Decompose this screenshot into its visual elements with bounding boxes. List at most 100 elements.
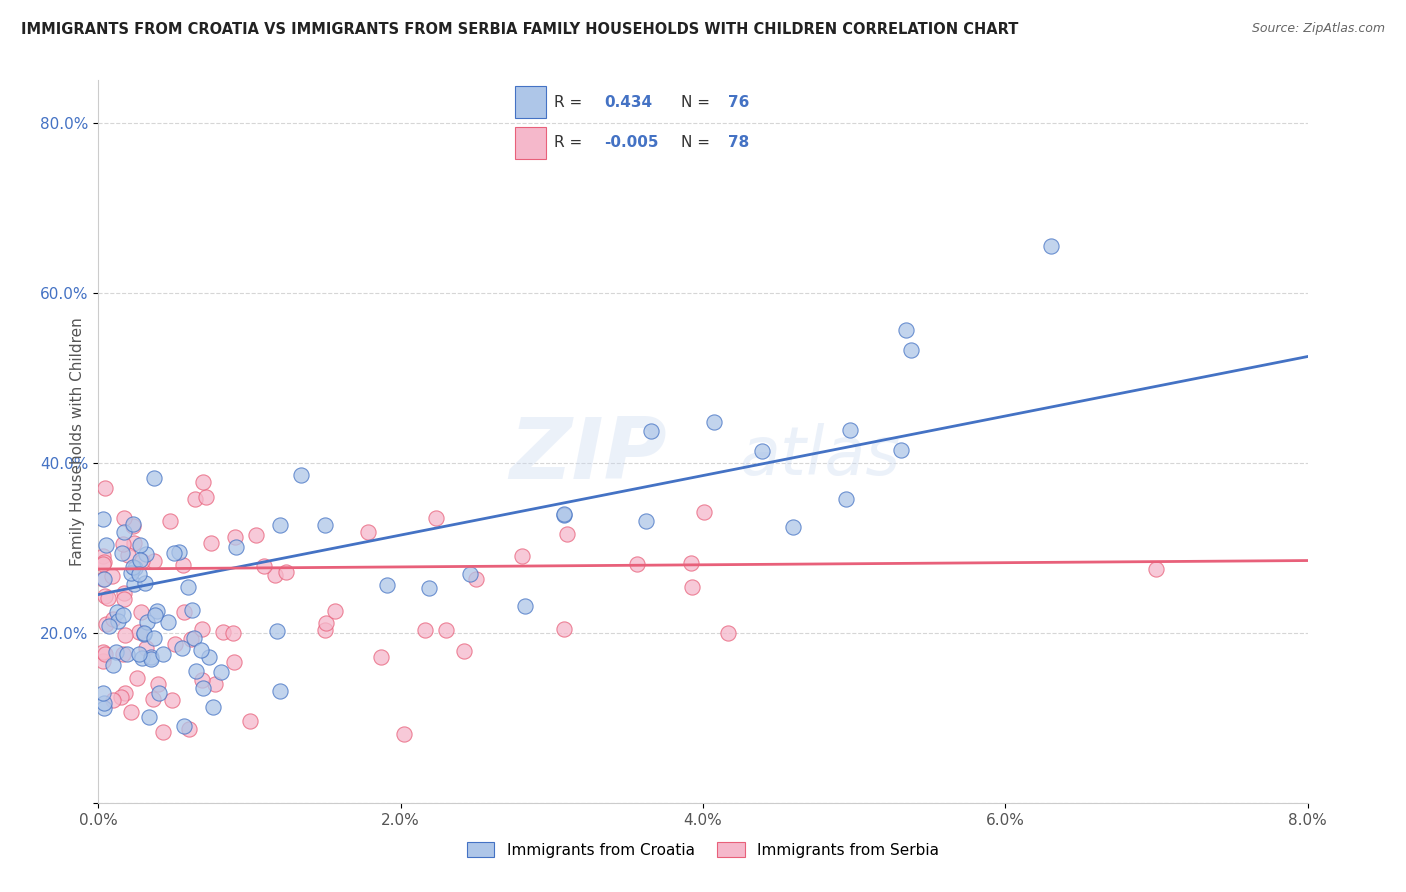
Point xyxy=(93,696,115,710)
Point xyxy=(143,631,166,645)
Point xyxy=(120,705,142,719)
Point xyxy=(894,323,917,337)
Point xyxy=(156,615,179,629)
Point xyxy=(172,558,194,572)
Point xyxy=(184,492,207,507)
Point xyxy=(127,671,149,685)
Point xyxy=(146,604,169,618)
Point xyxy=(717,625,740,640)
Point xyxy=(124,561,146,575)
Point xyxy=(465,572,488,586)
Point xyxy=(510,549,533,563)
Point xyxy=(94,647,117,661)
Point xyxy=(640,424,662,438)
Point xyxy=(91,573,114,587)
Point xyxy=(375,578,398,592)
Point xyxy=(314,517,336,532)
Point xyxy=(94,481,117,495)
Point xyxy=(191,623,214,637)
Point xyxy=(751,443,773,458)
Point xyxy=(212,624,235,639)
Point xyxy=(173,719,195,733)
Text: ZIP: ZIP xyxy=(509,415,666,498)
Point xyxy=(101,612,124,626)
Point xyxy=(222,655,245,669)
Point xyxy=(135,641,157,656)
Point xyxy=(93,701,115,715)
Point xyxy=(221,625,243,640)
Point xyxy=(835,492,858,507)
Point xyxy=(91,655,114,669)
Point xyxy=(1039,239,1062,253)
Point xyxy=(211,665,233,680)
Point xyxy=(139,651,162,665)
Point xyxy=(112,591,135,606)
Point xyxy=(198,650,221,665)
Point xyxy=(128,624,150,639)
Text: R =: R = xyxy=(554,95,588,110)
Point xyxy=(180,632,202,646)
Point xyxy=(245,528,267,542)
Point xyxy=(263,568,285,582)
Text: Source: ZipAtlas.com: Source: ZipAtlas.com xyxy=(1251,22,1385,36)
Text: atlas: atlas xyxy=(740,423,900,489)
Point xyxy=(148,686,170,700)
Text: N =: N = xyxy=(681,136,714,151)
Point xyxy=(121,516,143,531)
Point xyxy=(838,423,860,437)
Point xyxy=(97,591,120,605)
Point xyxy=(142,692,165,706)
Point xyxy=(239,714,262,729)
Text: 76: 76 xyxy=(728,95,749,110)
Point xyxy=(103,693,125,707)
Point xyxy=(122,559,145,574)
Point xyxy=(413,624,436,638)
Point xyxy=(94,616,117,631)
Point xyxy=(225,540,247,554)
Point xyxy=(112,537,135,551)
Point xyxy=(782,520,804,534)
Text: -0.005: -0.005 xyxy=(605,136,659,151)
Point xyxy=(394,727,416,741)
Text: N =: N = xyxy=(681,95,714,110)
Point xyxy=(290,468,312,483)
Point xyxy=(91,686,114,700)
Point xyxy=(425,510,447,524)
Point xyxy=(224,530,246,544)
Point xyxy=(184,664,207,678)
Point xyxy=(91,557,114,571)
Point xyxy=(152,647,174,661)
Point xyxy=(453,643,475,657)
Point xyxy=(111,647,134,661)
Point xyxy=(204,676,226,690)
Point xyxy=(115,647,138,661)
Point xyxy=(132,626,155,640)
Point xyxy=(314,623,336,637)
Point xyxy=(163,546,186,560)
Point xyxy=(122,519,145,533)
Point xyxy=(105,605,128,619)
Point xyxy=(120,566,142,580)
Point xyxy=(114,685,136,699)
Point xyxy=(890,442,912,457)
Point xyxy=(103,658,125,673)
Point xyxy=(173,605,195,619)
Point xyxy=(152,725,174,739)
Point xyxy=(269,684,291,698)
Point xyxy=(131,650,153,665)
Point xyxy=(114,627,136,641)
Point xyxy=(679,556,702,570)
Point xyxy=(91,645,114,659)
Point xyxy=(111,608,134,623)
Point xyxy=(129,606,152,620)
Text: R =: R = xyxy=(554,136,588,151)
Point xyxy=(163,637,186,651)
Point xyxy=(183,631,205,645)
Point xyxy=(193,681,215,696)
Point xyxy=(135,547,157,561)
Point xyxy=(104,645,127,659)
Point xyxy=(93,555,115,569)
Point xyxy=(703,415,725,429)
Point xyxy=(626,558,648,572)
Point xyxy=(170,640,193,655)
